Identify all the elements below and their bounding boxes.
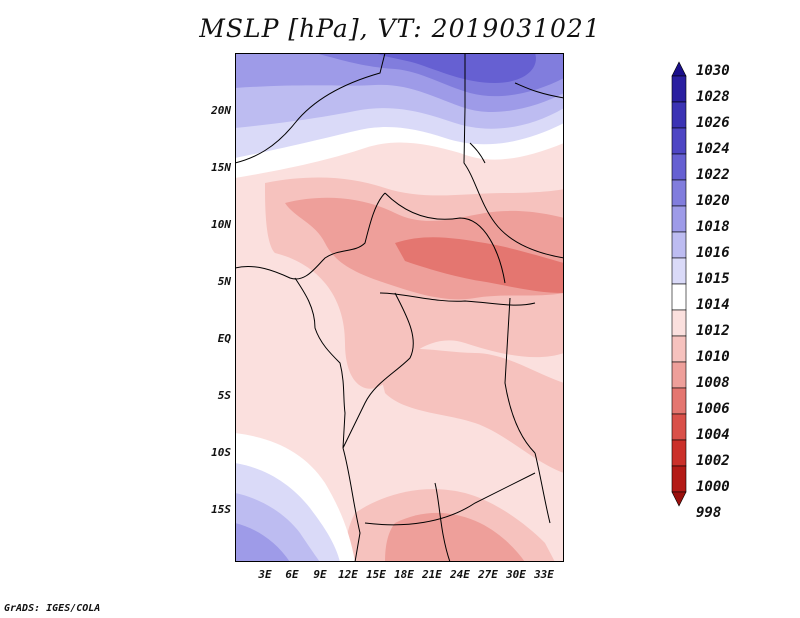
colorbar-swatch [671, 439, 687, 467]
map-frame [235, 53, 564, 562]
colorbar-level-label: 1030 [696, 63, 730, 79]
colorbar-level-label: 1020 [696, 193, 730, 209]
lon-label-9e: 9E [313, 568, 327, 581]
colorbar-bottom-arrow [671, 491, 687, 507]
colorbar-level-label: 1002 [696, 453, 730, 469]
colorbar-level-label: 1006 [696, 401, 730, 417]
lat-label-10n: 10N [211, 218, 231, 231]
colorbar-level-label: 1018 [696, 219, 730, 235]
lon-label-33e: 33E [534, 568, 554, 581]
colorbar-swatch [671, 413, 687, 441]
colorbar-level-label: 1004 [696, 427, 730, 443]
colorbar-level-label: 1024 [696, 141, 730, 157]
mslp-field [235, 53, 564, 562]
lon-label-30e: 30E [506, 568, 526, 581]
map-title: MSLP [hPa], VT: 2019031021 [199, 14, 601, 43]
colorbar-level-label: 1015 [696, 271, 730, 287]
lat-label-20n: 20N [211, 104, 231, 117]
colorbar-swatch [671, 205, 687, 233]
colorbar-swatch [671, 179, 687, 207]
colorbar-level-label: 1028 [696, 89, 730, 105]
country-borders [235, 53, 564, 562]
colorbar-swatch [671, 75, 687, 103]
lat-label-15s: 15S [211, 503, 231, 516]
lat-label-eq: EQ [217, 332, 231, 345]
mslp-1006-band [395, 237, 564, 293]
colorbar-swatch [671, 153, 687, 181]
mslp-1022-band [375, 53, 536, 83]
mslp-1018-sw [235, 523, 290, 562]
pressure-map [235, 53, 564, 562]
lat-label-5n: 5N [217, 275, 231, 288]
colorbar-level-label: 1016 [696, 245, 730, 261]
lon-label-27e: 27E [478, 568, 498, 581]
lon-label-18e: 18E [394, 568, 414, 581]
colorbar-level-label: 998 [696, 505, 722, 521]
colorbar-swatch [671, 361, 687, 389]
lon-label-21e: 21E [422, 568, 442, 581]
colorbar-swatch [671, 335, 687, 363]
colorbar-swatch [671, 283, 687, 311]
colorbar-level-label: 1010 [696, 349, 730, 365]
lon-label-3e: 3E [258, 568, 272, 581]
colorbar-swatch [671, 101, 687, 129]
colorbar-swatch [671, 387, 687, 415]
colorbar-level-label: 1022 [696, 167, 730, 183]
lon-label-12e: 12E [338, 568, 358, 581]
colorbar-level-label: 1014 [696, 297, 730, 313]
colorbar-level-label: 1026 [696, 115, 730, 131]
colorbar-level-label: 1000 [696, 479, 730, 495]
colorbar-level-label: 1012 [696, 323, 730, 339]
mslp-1010-band-south [375, 348, 564, 473]
lat-label-5s: 5S [217, 389, 231, 402]
colorbar-swatch [671, 127, 687, 155]
lat-label-10s: 10S [211, 446, 231, 459]
colorbar-top-arrow [671, 61, 687, 77]
lon-label-6e: 6E [285, 568, 299, 581]
colorbar-swatch [671, 309, 687, 337]
colorbar-level-label: 1008 [696, 375, 730, 391]
colorbar-swatch [671, 465, 687, 493]
mslp-1008-band-sw [385, 512, 525, 562]
grads-footer: GrADS: IGES/COLA [4, 603, 101, 614]
colorbar-swatch [671, 257, 687, 285]
lon-label-15e: 15E [366, 568, 386, 581]
colorbar-swatch [671, 231, 687, 259]
lat-label-15n: 15N [211, 161, 231, 174]
lon-label-24e: 24E [450, 568, 470, 581]
